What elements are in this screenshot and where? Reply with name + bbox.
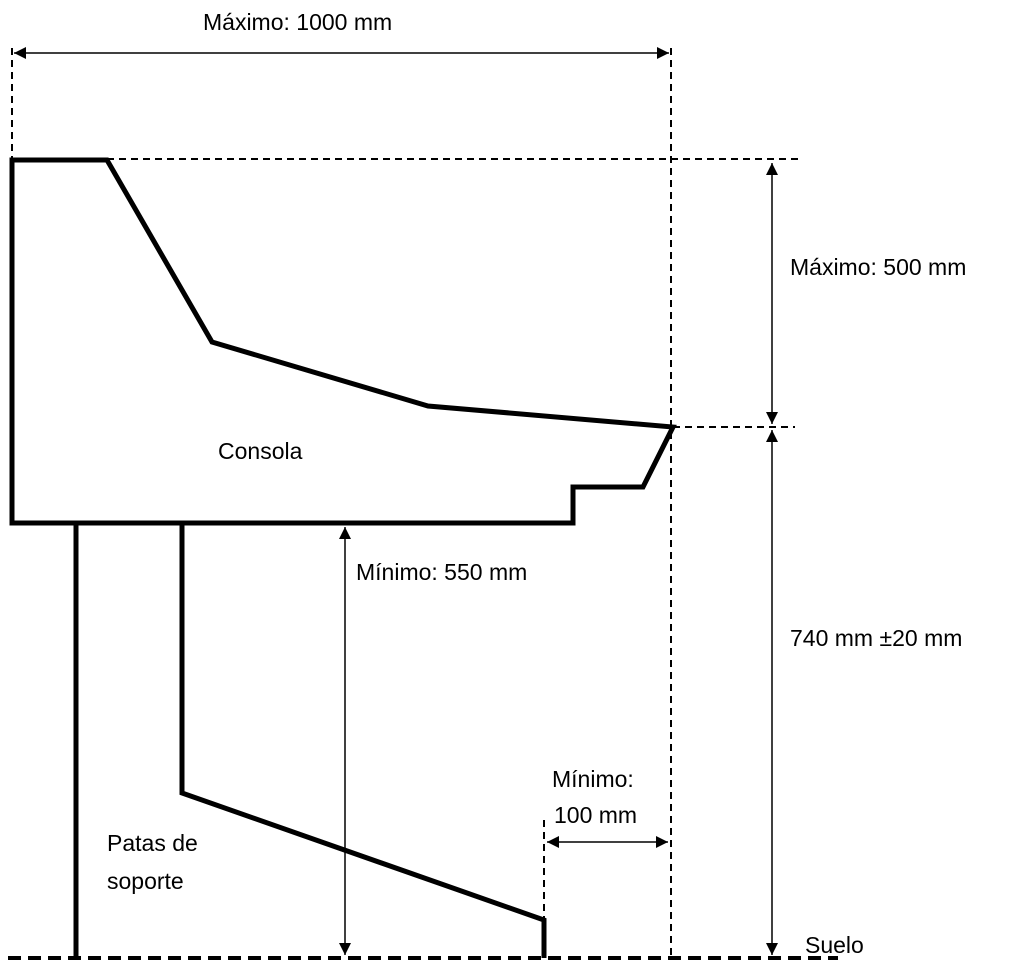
support-legs-label-line1: Patas de [107, 830, 198, 856]
min-legroom-label: Mínimo: 550 mm [356, 559, 528, 585]
console-label: Consola [218, 438, 303, 464]
min-offset-label-line1: Mínimo: [552, 766, 634, 792]
console-outline [9, 157, 677, 526]
max-height-label: Máximo: 500 mm [790, 254, 967, 280]
min-offset-label-line2: 100 mm [554, 802, 638, 828]
max-width-label: Máximo: 1000 mm [203, 9, 393, 35]
support-legs-label-line2: soporte [107, 868, 184, 894]
desk-height-label: 740 mm ±20 mm [790, 625, 963, 651]
support-leg-front [179, 523, 547, 958]
floor-label: Suelo [805, 932, 864, 958]
